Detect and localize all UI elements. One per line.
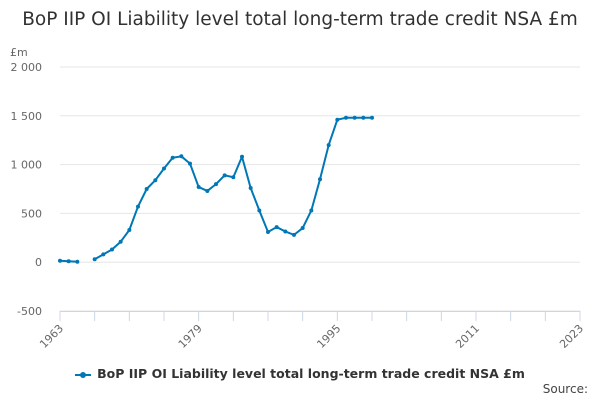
data-point (110, 247, 114, 252)
data-point (170, 155, 175, 160)
data-point (240, 154, 244, 159)
y-tick-label: -500 (17, 305, 42, 318)
data-point (205, 188, 210, 193)
data-point (370, 115, 374, 120)
series-layer (58, 115, 374, 264)
data-point (66, 259, 71, 264)
axis-layer: £m -500 0 500 1 000 1 500 2 000 1963 1979 1995 201… (10, 46, 586, 351)
data-point (300, 226, 305, 231)
data-point (231, 175, 236, 180)
data-point (136, 204, 140, 209)
data-point (257, 208, 262, 213)
data-point (162, 166, 166, 171)
data-point (214, 182, 218, 187)
data-point (361, 115, 366, 120)
x-tick-label: 1963 (37, 322, 66, 351)
data-point (335, 117, 340, 122)
data-point (248, 186, 253, 191)
data-point (222, 173, 227, 178)
x-tick-label: 1995 (314, 322, 343, 351)
legend-label: BoP IIP OI Liability level total long-te… (97, 366, 525, 381)
data-point (309, 208, 314, 213)
data-point (127, 227, 132, 232)
data-point (144, 187, 149, 191)
data-point (188, 161, 192, 166)
y-tick-label: 1 000 (11, 159, 43, 172)
data-point (92, 257, 97, 262)
y-axis-unit-label: £m (10, 46, 28, 59)
data-point (352, 115, 357, 120)
grid-layer (60, 66, 580, 312)
data-point (179, 154, 184, 159)
x-tick-label: 1979 (176, 322, 205, 351)
x-tick-label: 2023 (557, 322, 586, 351)
data-point (196, 185, 201, 190)
y-tick-label: 500 (21, 207, 42, 220)
data-point (118, 239, 123, 244)
data-point (344, 115, 348, 120)
y-tick-label: 1 500 (11, 110, 43, 123)
series-line (94, 116, 372, 261)
data-point (326, 143, 331, 148)
data-point (101, 252, 106, 257)
legend[interactable]: BoP IIP OI Liability level total long-te… (0, 366, 600, 381)
y-tick-label: 2 000 (11, 61, 43, 74)
data-point (292, 232, 296, 237)
x-tick-label: 2011 (453, 322, 482, 351)
data-point (153, 178, 158, 183)
source-label[interactable]: Source: (542, 382, 588, 396)
data-point (75, 259, 80, 264)
legend-swatch (75, 371, 92, 378)
data-point (318, 177, 322, 182)
data-point (274, 225, 279, 230)
data-point (58, 258, 62, 263)
y-tick-label: 0 (35, 256, 42, 269)
chart-title: BoP IIP OI Liability level total long-te… (22, 9, 578, 30)
data-point (283, 229, 288, 234)
data-point (266, 229, 270, 234)
